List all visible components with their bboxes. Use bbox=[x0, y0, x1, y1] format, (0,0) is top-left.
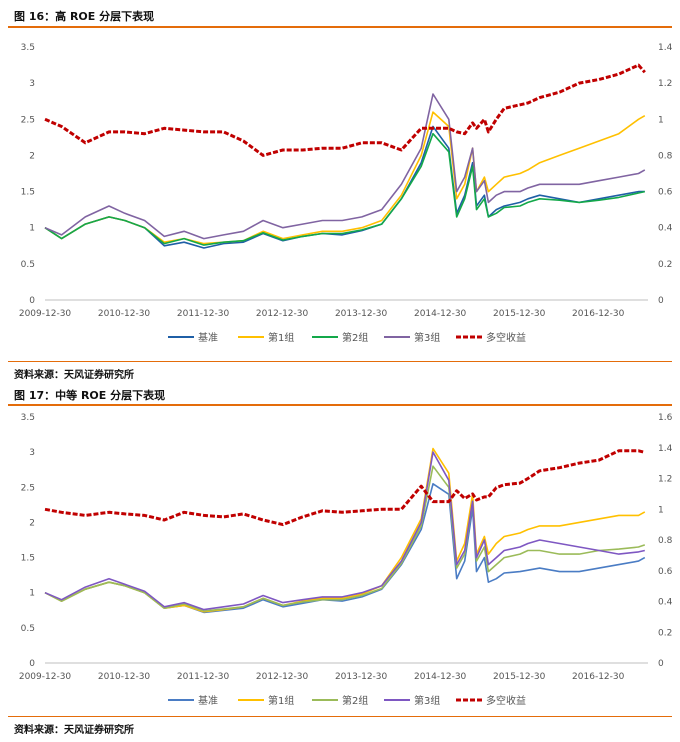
y-right-tick-label: 0.8 bbox=[658, 151, 673, 161]
legend-label: 第1组 bbox=[268, 331, 294, 344]
series-line-3 bbox=[44, 132, 645, 246]
x-tick-label: 2009-12-30 bbox=[19, 309, 72, 319]
x-tick-label: 2012-12-30 bbox=[256, 672, 309, 682]
legend-label: 多空收益 bbox=[486, 694, 526, 707]
figure-17-top-rule bbox=[8, 404, 672, 406]
y-right-tick-label: 1 bbox=[658, 115, 664, 125]
series-line-2 bbox=[44, 111, 646, 245]
series-line-5 bbox=[44, 63, 646, 157]
series-line-4 bbox=[44, 451, 645, 611]
figure-16-title: 图 16：高 ROE 分层下表现 bbox=[14, 10, 155, 23]
series-line-5 bbox=[44, 449, 646, 527]
x-tick-label: 2012-12-30 bbox=[256, 309, 309, 319]
y-left-tick-label: 0.5 bbox=[21, 624, 35, 634]
y-right-tick-label: 0.2 bbox=[658, 628, 672, 638]
figure-16-top-rule bbox=[8, 26, 672, 28]
x-tick-label: 2011-12-30 bbox=[177, 309, 230, 319]
figure-16-bottom-rule bbox=[8, 361, 672, 362]
y-left-tick-label: 0 bbox=[29, 659, 35, 669]
y-left-tick-label: 3 bbox=[29, 448, 35, 458]
y-left-tick-label: 2 bbox=[29, 151, 35, 161]
y-left-tick-label: 1.5 bbox=[21, 188, 35, 198]
x-tick-label: 2015-12-30 bbox=[493, 672, 546, 682]
y-right-tick-label: 0.4 bbox=[658, 224, 673, 234]
x-tick-label: 2014-12-30 bbox=[414, 672, 467, 682]
y-left-tick-label: 3.5 bbox=[21, 43, 35, 53]
legend-label: 第1组 bbox=[268, 694, 294, 707]
legend-label: 基准 bbox=[198, 331, 218, 344]
y-right-tick-label: 1.2 bbox=[658, 475, 672, 485]
y-right-tick-label: 0.8 bbox=[658, 536, 673, 546]
series-line-1 bbox=[44, 125, 645, 249]
figure-17-title: 图 17：中等 ROE 分层下表现 bbox=[14, 389, 166, 402]
y-left-tick-label: 1 bbox=[29, 224, 35, 234]
x-tick-label: 2010-12-30 bbox=[98, 672, 151, 682]
y-right-tick-label: 0.2 bbox=[658, 260, 672, 270]
legend-label: 第3组 bbox=[414, 694, 440, 707]
x-tick-label: 2016-12-30 bbox=[572, 672, 625, 682]
figure-17-source: 资料来源：天风证券研究所 bbox=[14, 725, 134, 736]
y-right-tick-label: 0.6 bbox=[658, 567, 673, 577]
y-left-tick-label: 1 bbox=[29, 589, 35, 599]
y-right-tick-label: 0 bbox=[658, 659, 664, 669]
legend-label: 第2组 bbox=[342, 331, 368, 344]
legend-label: 第2组 bbox=[342, 694, 368, 707]
figure-16-source: 资料来源：天风证券研究所 bbox=[14, 370, 134, 381]
x-tick-label: 2016-12-30 bbox=[572, 309, 625, 319]
y-right-tick-label: 0.6 bbox=[658, 188, 673, 198]
y-left-tick-label: 2.5 bbox=[21, 483, 35, 493]
x-tick-label: 2013-12-30 bbox=[335, 672, 388, 682]
y-left-tick-label: 2.5 bbox=[21, 115, 35, 125]
y-right-tick-label: 1.4 bbox=[658, 444, 673, 454]
x-tick-label: 2011-12-30 bbox=[177, 672, 230, 682]
y-left-tick-label: 2 bbox=[29, 518, 35, 528]
y-left-tick-label: 3.5 bbox=[21, 413, 35, 423]
y-right-tick-label: 1 bbox=[658, 505, 664, 515]
figure-16-chart: 0 0.5 1 1.5 2 2.5 3 3.5 0 0.2 0.4 0.6 0.8 1 1.2 1.4 2009… bbox=[19, 43, 673, 344]
series-line-1 bbox=[44, 483, 646, 614]
y-right-tick-label: 1.4 bbox=[658, 43, 673, 53]
y-left-tick-label: 3 bbox=[29, 79, 35, 89]
x-tick-label: 2013-12-30 bbox=[335, 309, 388, 319]
figure-17-bottom-rule bbox=[8, 716, 672, 717]
y-right-tick-label: 0 bbox=[658, 296, 664, 306]
series-line-4 bbox=[44, 93, 646, 240]
figure-17-chart: 0 0.5 1 1.5 2 2.5 3 3.5 0 0.2 0.4 0.6 0.8 1 1.2 1.4 1.6 2… bbox=[19, 413, 673, 707]
x-tick-label: 2010-12-30 bbox=[98, 309, 151, 319]
y-right-tick-label: 1.6 bbox=[658, 413, 673, 423]
legend-label: 基准 bbox=[198, 694, 218, 707]
y-left-tick-label: 0.5 bbox=[21, 260, 35, 270]
series-line-3 bbox=[44, 465, 646, 612]
legend-label: 多空收益 bbox=[486, 331, 526, 344]
y-left-tick-label: 0 bbox=[29, 296, 35, 306]
y-right-tick-label: 0.4 bbox=[658, 598, 673, 608]
x-tick-label: 2015-12-30 bbox=[493, 309, 546, 319]
x-tick-label: 2009-12-30 bbox=[19, 672, 72, 682]
x-tick-label: 2014-12-30 bbox=[414, 309, 467, 319]
y-right-tick-label: 1.2 bbox=[658, 79, 672, 89]
y-left-tick-label: 1.5 bbox=[21, 554, 35, 564]
legend-label: 第3组 bbox=[414, 331, 440, 344]
